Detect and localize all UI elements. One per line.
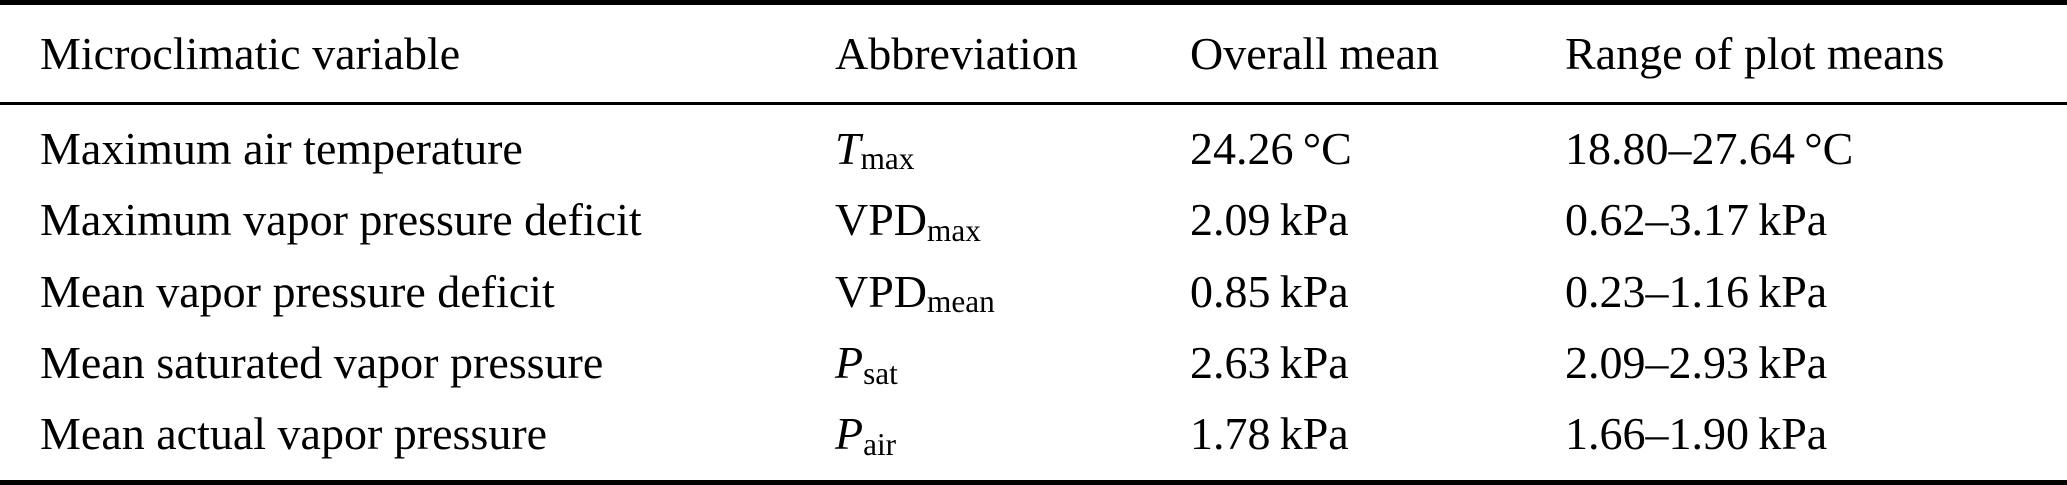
abbr-sub-3: sat bbox=[863, 355, 898, 391]
column-header-variable: Microclimatic variable bbox=[40, 27, 461, 79]
abbr-base-1: VPD bbox=[835, 194, 928, 246]
abbreviation-cell: VPDmax bbox=[835, 194, 1190, 246]
abbr-base-3: P bbox=[835, 336, 864, 388]
range-cell: 0.62–3.17 kPa bbox=[1565, 194, 1828, 246]
abbr-sub-4: air bbox=[863, 426, 897, 462]
table-row: Mean saturated vapor pressure Psat 2.63 … bbox=[0, 327, 2067, 398]
table-header-row: Microclimatic variable Abbreviation Over… bbox=[0, 5, 2067, 102]
abbreviation-cell: VPDmean bbox=[835, 265, 1190, 317]
abbr-base-2: VPD bbox=[835, 265, 928, 317]
abbr-sub-1: max bbox=[927, 212, 981, 248]
variable-cell: Mean vapor pressure deficit bbox=[40, 265, 555, 317]
overall-mean-cell: 1.78 kPa bbox=[1190, 408, 1349, 460]
table-row: Mean actual vapor pressure Pair 1.78 kPa… bbox=[0, 399, 2067, 470]
variable-cell: Mean actual vapor pressure bbox=[40, 408, 548, 460]
abbr-base-0: T bbox=[835, 122, 861, 174]
column-header-overall-mean: Overall mean bbox=[1190, 27, 1440, 79]
abbreviation-cell: Psat bbox=[835, 336, 1190, 388]
overall-mean-cell: 0.85 kPa bbox=[1190, 265, 1349, 317]
variable-cell: Maximum air temperature bbox=[40, 122, 523, 174]
variable-cell: Maximum vapor pressure deficit bbox=[40, 194, 642, 246]
overall-mean-cell: 2.09 kPa bbox=[1190, 194, 1349, 246]
table-row: Maximum air temperature Tmax 24.26 °C 18… bbox=[0, 113, 2067, 184]
header-divider-rule bbox=[0, 102, 2067, 105]
table-body: Maximum air temperature Tmax 24.26 °C 18… bbox=[0, 105, 2067, 480]
abbreviation-cell: Tmax bbox=[835, 122, 1190, 174]
column-header-range: Range of plot means bbox=[1565, 27, 1945, 79]
abbr-base-4: P bbox=[835, 408, 864, 460]
abbr-sub-2: mean bbox=[927, 284, 995, 320]
range-cell: 0.23–1.16 kPa bbox=[1565, 265, 1828, 317]
range-cell: 1.66–1.90 kPa bbox=[1565, 408, 1828, 460]
abbreviation-cell: Pair bbox=[835, 408, 1190, 460]
overall-mean-cell: 2.63 kPa bbox=[1190, 336, 1349, 388]
abbr-sub-0: max bbox=[860, 141, 915, 177]
range-cell: 18.80–27.64 °C bbox=[1565, 122, 1854, 174]
overall-mean-cell: 24.26 °C bbox=[1190, 122, 1352, 174]
variable-cell: Mean saturated vapor pressure bbox=[40, 336, 604, 388]
table-row: Maximum vapor pressure deficit VPDmax 2.… bbox=[0, 184, 2067, 255]
table-row: Mean vapor pressure deficit VPDmean 0.85… bbox=[0, 256, 2067, 327]
range-cell: 2.09–2.93 kPa bbox=[1565, 336, 1828, 388]
column-header-abbreviation: Abbreviation bbox=[835, 27, 1078, 79]
